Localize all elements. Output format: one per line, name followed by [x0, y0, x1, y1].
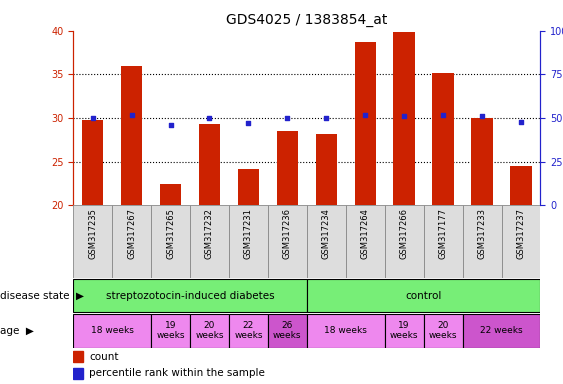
Bar: [423, 314, 463, 348]
Point: [127, 111, 136, 118]
Text: 26
weeks: 26 weeks: [273, 321, 302, 340]
Point: [400, 113, 409, 119]
Text: GSM317234: GSM317234: [322, 208, 331, 258]
Bar: [355, 42, 376, 205]
Bar: [471, 118, 493, 205]
Bar: [394, 33, 415, 205]
Text: 20
weeks: 20 weeks: [429, 321, 457, 340]
Bar: [307, 279, 540, 312]
Bar: [199, 124, 220, 205]
Bar: [463, 205, 502, 278]
Bar: [385, 205, 423, 278]
Bar: [307, 205, 346, 278]
Bar: [432, 73, 454, 205]
Point: [516, 119, 525, 125]
Text: 22 weeks: 22 weeks: [480, 326, 523, 335]
Point: [283, 115, 292, 121]
Bar: [160, 184, 181, 205]
Bar: [121, 66, 142, 205]
Point: [322, 115, 331, 121]
Bar: [73, 279, 307, 312]
Text: 19
weeks: 19 weeks: [157, 321, 185, 340]
Bar: [238, 169, 259, 205]
Bar: [73, 314, 151, 348]
Bar: [502, 205, 540, 278]
Text: control: control: [405, 291, 442, 301]
Point: [361, 111, 370, 118]
Bar: [73, 351, 83, 362]
Bar: [151, 205, 190, 278]
Text: GSM317266: GSM317266: [400, 208, 409, 259]
Text: GSM317267: GSM317267: [127, 208, 136, 259]
Text: 18 weeks: 18 weeks: [91, 326, 133, 335]
Text: GSM317265: GSM317265: [166, 208, 175, 258]
Text: GSM317231: GSM317231: [244, 208, 253, 258]
Bar: [73, 205, 112, 278]
Bar: [423, 205, 463, 278]
Bar: [316, 134, 337, 205]
Bar: [268, 314, 307, 348]
Text: 18 weeks: 18 weeks: [324, 326, 367, 335]
Bar: [190, 205, 229, 278]
Bar: [510, 166, 531, 205]
Text: 19
weeks: 19 weeks: [390, 321, 418, 340]
Text: disease state  ▶: disease state ▶: [0, 291, 84, 301]
Text: GSM317264: GSM317264: [361, 208, 370, 258]
Text: streptozotocin-induced diabetes: streptozotocin-induced diabetes: [106, 291, 274, 301]
Text: 22
weeks: 22 weeks: [234, 321, 263, 340]
Bar: [190, 314, 229, 348]
Point: [205, 115, 214, 121]
Bar: [229, 205, 268, 278]
Bar: [385, 314, 423, 348]
Bar: [268, 205, 307, 278]
Text: GSM317235: GSM317235: [88, 208, 97, 258]
Bar: [73, 367, 83, 379]
Text: GSM317232: GSM317232: [205, 208, 214, 258]
Text: percentile rank within the sample: percentile rank within the sample: [89, 368, 265, 378]
Point: [88, 115, 97, 121]
Text: GSM317233: GSM317233: [477, 208, 486, 259]
Text: GSM317236: GSM317236: [283, 208, 292, 259]
Bar: [229, 314, 268, 348]
Point: [166, 122, 175, 128]
Point: [439, 111, 448, 118]
Title: GDS4025 / 1383854_at: GDS4025 / 1383854_at: [226, 13, 387, 27]
Bar: [307, 314, 385, 348]
Text: 20
weeks: 20 weeks: [195, 321, 224, 340]
Bar: [151, 314, 190, 348]
Bar: [346, 205, 385, 278]
Bar: [112, 205, 151, 278]
Bar: [82, 120, 104, 205]
Text: GSM317237: GSM317237: [516, 208, 525, 259]
Bar: [463, 314, 540, 348]
Text: age  ▶: age ▶: [0, 326, 34, 336]
Point: [244, 120, 253, 126]
Bar: [276, 131, 298, 205]
Text: GSM317177: GSM317177: [439, 208, 448, 259]
Point: [477, 113, 486, 119]
Text: count: count: [89, 351, 119, 361]
